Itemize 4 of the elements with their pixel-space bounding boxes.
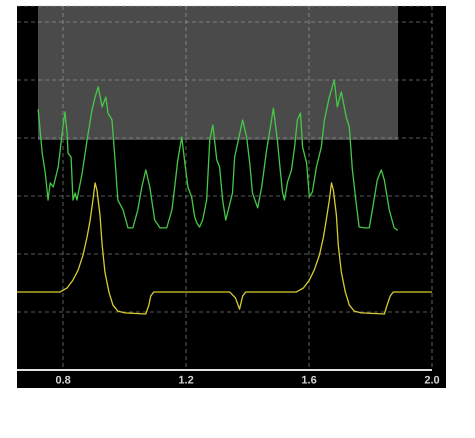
x-tick-label: 0.8 xyxy=(55,374,71,387)
x-tick-label: 2.0 xyxy=(424,374,440,387)
x-tick-label: 1.2 xyxy=(178,374,194,387)
x-tick-label: 1.6 xyxy=(301,374,317,387)
